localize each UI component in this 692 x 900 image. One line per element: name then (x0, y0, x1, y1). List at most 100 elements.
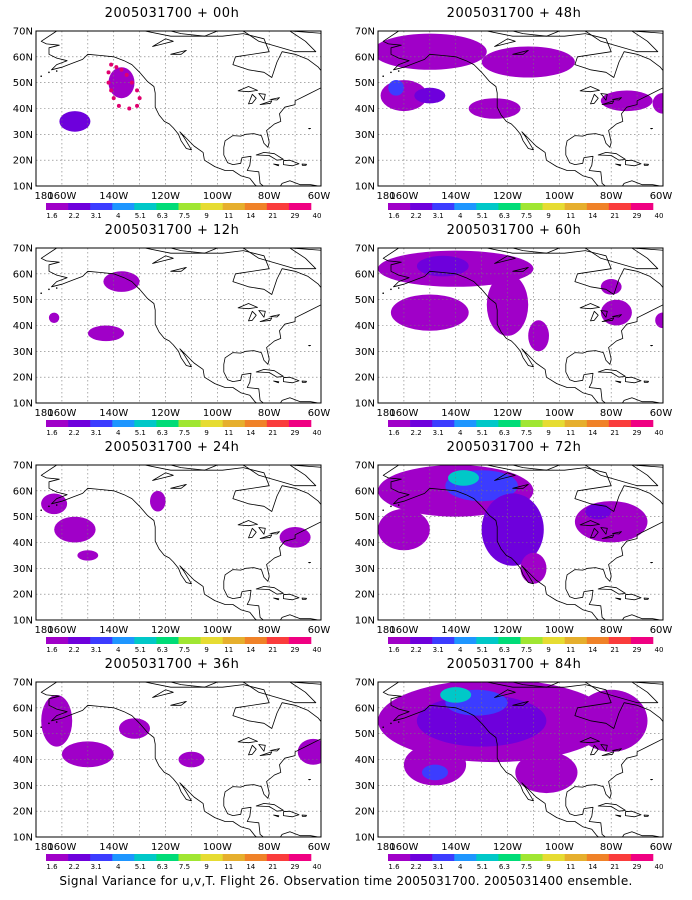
variance-contour (481, 493, 544, 566)
coastline (382, 465, 663, 620)
lon-tick-label: 60W (650, 191, 673, 202)
variance-contour (41, 493, 68, 515)
colorbar-label: 40 (313, 212, 322, 220)
colorbar-label: 3.1 (91, 646, 102, 654)
lon-tick-label: 60W (308, 408, 331, 419)
colorbar-label: 9 (546, 646, 550, 654)
colorbar-label: 4 (116, 429, 121, 437)
colorbar-label: 4 (458, 646, 463, 654)
colorbar-segment (112, 854, 135, 861)
lat-tick-label: 50N (13, 729, 33, 740)
lake-outline (494, 38, 516, 47)
island-outline (301, 380, 307, 383)
colorbar-label: 2.2 (411, 646, 422, 654)
coastline (242, 248, 317, 270)
coastline (621, 831, 663, 837)
island-outline (597, 803, 626, 812)
colorbar-label: 40 (313, 646, 322, 654)
coastline (289, 682, 321, 685)
coastline (279, 614, 321, 620)
island-outline (301, 597, 307, 600)
lon-tick-label: 140W (99, 408, 128, 419)
lake-outline (601, 751, 615, 756)
lon-tick-label: 100W (203, 191, 232, 202)
colorbar-label: 40 (313, 429, 322, 437)
lake-outline (579, 520, 600, 527)
colorbar-label: 1.6 (46, 646, 58, 654)
colorbar-label: 3.1 (91, 212, 102, 220)
colorbar-segment (586, 637, 610, 644)
lat-tick-label: 40N (13, 321, 33, 332)
coastline (40, 682, 321, 837)
coastline (512, 682, 560, 688)
colorbar-label: 3.1 (433, 646, 444, 654)
colorbar-segment (266, 203, 290, 210)
map-panel-72h: 2005031700 + 72h 10N 20N 30N 40N 50N 60N 70N 18… (344, 440, 684, 655)
colorbar-label: 21 (268, 212, 277, 220)
colorbar-label: 9 (204, 646, 208, 654)
flight-observation-marker (129, 80, 134, 85)
island-outline (273, 163, 280, 167)
colorbar-label: 6.3 (157, 429, 168, 437)
island-outline (308, 345, 311, 347)
lon-tick-label: 100W (203, 842, 232, 853)
variance-contour (103, 271, 140, 292)
lat-tick-label: 20N (13, 590, 33, 601)
island-outline (255, 586, 284, 595)
variance-contour (150, 490, 166, 512)
colorbar-segment (90, 637, 113, 644)
variance-contour (77, 550, 99, 561)
colorbar-label: 29 (632, 212, 641, 220)
colorbar-label: 7.5 (521, 212, 532, 220)
colorbar-label: 3.1 (433, 863, 444, 871)
lon-tick-label: 180 (34, 408, 53, 419)
colorbar-label: 2.2 (69, 212, 80, 220)
variance-contour (600, 279, 622, 295)
colorbar-label: 7.5 (179, 429, 190, 437)
lon-tick-label: 140W (99, 191, 128, 202)
colorbar-segment (586, 420, 610, 427)
colorbar-label: 6.3 (499, 212, 510, 220)
colorbar-label: 5.1 (135, 863, 146, 871)
colorbar-label: 2.2 (69, 646, 80, 654)
colorbar-segment (520, 854, 543, 861)
lon-tick-label: 120W (151, 842, 180, 853)
colorbar-label: 3.1 (91, 429, 102, 437)
coastline (512, 465, 560, 471)
map-panel-00h: 2005031700 + 00h 10N 20N 30N 40N 50N 60N 70N 18… (2, 6, 342, 221)
lon-tick-label: 180 (376, 842, 395, 853)
lake-outline (612, 314, 622, 318)
colorbar-label: 2.2 (411, 863, 422, 871)
colorbar-segment (388, 854, 411, 861)
lake-outline (270, 97, 280, 101)
colorbar-label: 14 (246, 863, 255, 871)
lat-tick-label: 20N (355, 807, 375, 818)
island-outline (615, 380, 622, 384)
coastline (382, 31, 663, 186)
island-outline (625, 593, 642, 601)
lat-tick-label: 40N (355, 104, 375, 115)
coastline (40, 31, 321, 186)
island-outline (273, 380, 280, 384)
island-dot (40, 75, 42, 78)
lake-outline (494, 472, 516, 481)
lake-outline (494, 255, 516, 264)
colorbar-label: 21 (268, 646, 277, 654)
plot-frame (35, 681, 322, 838)
lat-tick-label: 20N (13, 807, 33, 818)
lake-outline (590, 744, 599, 756)
lon-tick-label: 60W (308, 191, 331, 202)
colorbar-segment (134, 420, 157, 427)
lat-tick-label: 40N (13, 104, 33, 115)
lon-tick-label: 80W (600, 408, 623, 419)
colorbar-segment (222, 203, 246, 210)
variance-contour (119, 718, 150, 739)
variance-contour (520, 552, 547, 584)
lat-tick-label: 20N (355, 590, 375, 601)
colorbar-label: 7.5 (521, 863, 532, 871)
lake-outline (600, 93, 608, 101)
colorbar-segment (288, 637, 312, 644)
